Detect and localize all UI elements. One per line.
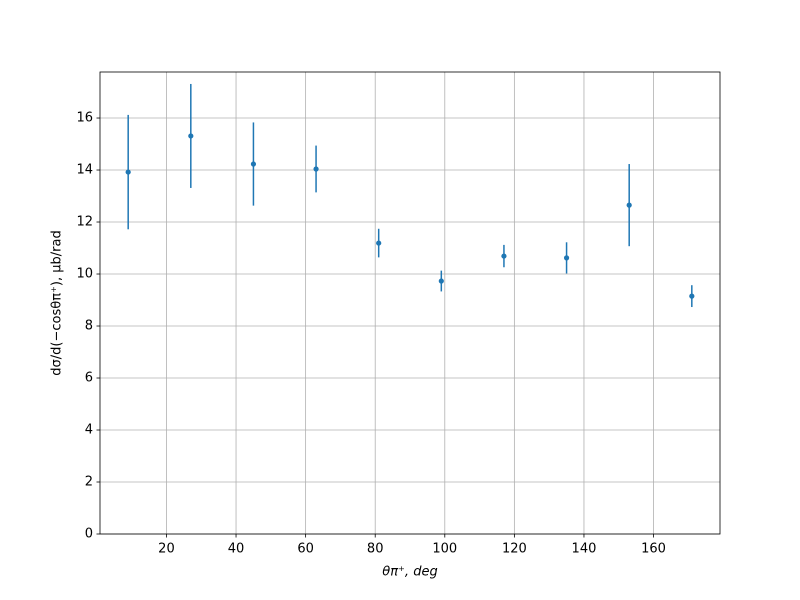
- x-tick-label: 120: [502, 542, 527, 557]
- x-tick-label: 60: [297, 542, 314, 557]
- x-tick-label: 40: [228, 542, 245, 557]
- y-tick-label: 0: [85, 527, 93, 542]
- data-point: [125, 169, 131, 175]
- plot-frame: [99, 71, 721, 535]
- x-axis-label: θπ⁺, deg: [382, 565, 437, 580]
- y-tick-label: 8: [85, 319, 93, 334]
- x-tick-label: 80: [367, 542, 384, 557]
- data-point: [501, 253, 507, 259]
- x-tick-label: 140: [572, 542, 597, 557]
- y-tick-label: 16: [76, 111, 93, 126]
- x-tick-label: 160: [641, 542, 666, 557]
- data-point: [250, 161, 257, 167]
- data-point: [563, 255, 570, 261]
- x-tick-label: 100: [432, 542, 457, 557]
- y-tick-label: 14: [76, 163, 93, 178]
- y-tick-label: 6: [85, 371, 93, 386]
- data-point: [188, 133, 194, 139]
- data-point: [376, 240, 382, 246]
- y-tick-label: 12: [76, 215, 93, 230]
- y-tick-label: 4: [85, 423, 93, 438]
- y-axis-label: dσ/d(−cosθπ⁺), μb/rad: [50, 230, 65, 375]
- data-point: [313, 166, 319, 172]
- y-tick-label: 2: [85, 475, 93, 490]
- data-point: [438, 278, 444, 284]
- data-point: [626, 202, 632, 208]
- x-tick-label: 20: [158, 542, 175, 557]
- y-tick-label: 10: [76, 267, 93, 282]
- data-point: [689, 293, 695, 299]
